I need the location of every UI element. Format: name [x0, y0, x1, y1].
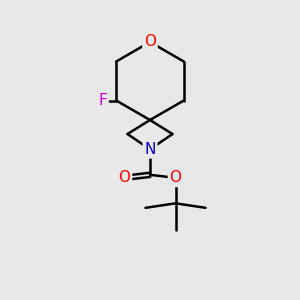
Text: F: F: [98, 93, 107, 108]
Text: O: O: [169, 170, 181, 185]
Text: N: N: [144, 142, 156, 157]
Text: O: O: [144, 34, 156, 50]
Text: O: O: [118, 170, 130, 185]
